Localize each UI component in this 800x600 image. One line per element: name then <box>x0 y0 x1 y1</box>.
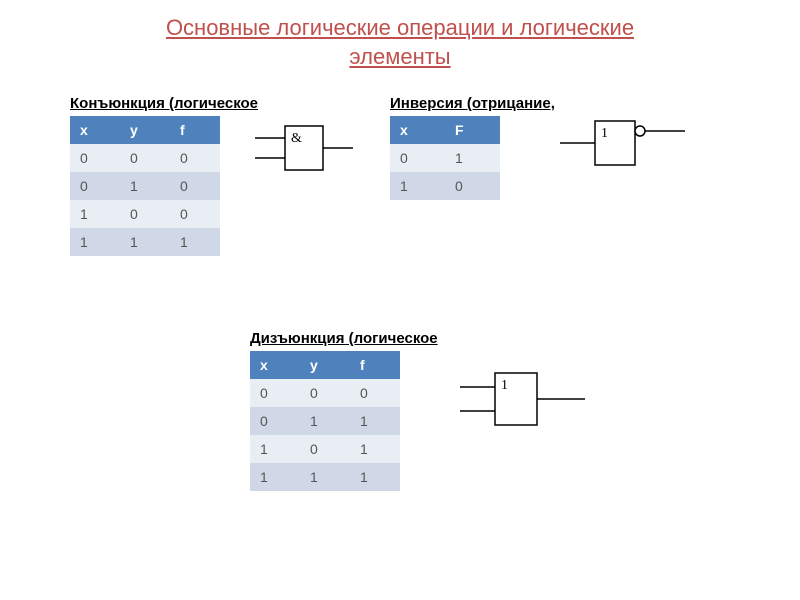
cell: 1 <box>70 228 120 256</box>
gate-symbol: & <box>291 131 302 146</box>
inversion-table: x F 0 1 1 0 <box>390 116 500 200</box>
cell: 0 <box>170 200 220 228</box>
cell: 1 <box>250 463 300 491</box>
table-row: 0 0 0 <box>70 144 220 172</box>
inversion-label: Инверсия (отрицание, <box>390 95 555 112</box>
conjunction-label: Конъюнкция (логическое <box>70 95 258 112</box>
cell: 1 <box>350 463 400 491</box>
disjunction-table: x y f 0 0 0 0 1 1 1 0 1 1 1 1 <box>250 351 400 491</box>
table-row: 1 0 0 <box>70 200 220 228</box>
cell: 0 <box>70 144 120 172</box>
cell: 0 <box>70 172 120 200</box>
cell: 0 <box>445 172 500 200</box>
title-line1: Основные логические операции и логически… <box>166 15 634 40</box>
col-header: x <box>70 116 120 144</box>
disjunction-label: Дизъюнкция (логическое <box>250 330 438 347</box>
table-row: 0 1 <box>390 144 500 172</box>
col-header: F <box>445 116 500 144</box>
col-header: x <box>250 351 300 379</box>
cell: 1 <box>350 435 400 463</box>
cell: 1 <box>390 172 445 200</box>
cell: 0 <box>170 172 220 200</box>
table-row: 1 0 <box>390 172 500 200</box>
cell: 1 <box>350 407 400 435</box>
cell: 1 <box>300 407 350 435</box>
cell: 0 <box>300 379 350 407</box>
table-header-row: x F <box>390 116 500 144</box>
table-row: 0 1 1 <box>250 407 400 435</box>
not-gate-icon: 1 <box>560 113 690 178</box>
col-header: f <box>350 351 400 379</box>
and-gate-icon: & <box>255 118 355 183</box>
conjunction-table: x y f 0 0 0 0 1 0 1 0 0 1 1 1 <box>70 116 220 256</box>
col-header: f <box>170 116 220 144</box>
col-header: y <box>300 351 350 379</box>
table-row: 1 0 1 <box>250 435 400 463</box>
cell: 0 <box>300 435 350 463</box>
cell: 0 <box>170 144 220 172</box>
cell: 0 <box>120 144 170 172</box>
section-conjunction: Конъюнкция (логическое x y f 0 0 0 0 1 0… <box>70 95 258 256</box>
cell: 0 <box>250 379 300 407</box>
col-header: y <box>120 116 170 144</box>
page-title: Основные логические операции и логически… <box>0 0 800 71</box>
cell: 1 <box>445 144 500 172</box>
table-row: 1 1 1 <box>250 463 400 491</box>
gate-symbol: 1 <box>601 126 608 141</box>
title-line2: элементы <box>349 44 450 69</box>
cell: 1 <box>120 228 170 256</box>
section-inversion: Инверсия (отрицание, x F 0 1 1 0 <box>390 95 555 200</box>
cell: 1 <box>250 435 300 463</box>
cell: 1 <box>300 463 350 491</box>
cell: 0 <box>120 200 170 228</box>
cell: 1 <box>70 200 120 228</box>
cell: 0 <box>250 407 300 435</box>
cell: 1 <box>170 228 220 256</box>
section-disjunction: Дизъюнкция (логическое x y f 0 0 0 0 1 1… <box>250 330 438 491</box>
table-row: 0 0 0 <box>250 379 400 407</box>
cell: 0 <box>390 144 445 172</box>
gate-symbol: 1 <box>501 378 508 393</box>
col-header: x <box>390 116 445 144</box>
table-row: 1 1 1 <box>70 228 220 256</box>
cell: 0 <box>350 379 400 407</box>
table-header-row: x y f <box>70 116 220 144</box>
or-gate-icon: 1 <box>460 365 590 440</box>
cell: 1 <box>120 172 170 200</box>
table-header-row: x y f <box>250 351 400 379</box>
table-row: 0 1 0 <box>70 172 220 200</box>
